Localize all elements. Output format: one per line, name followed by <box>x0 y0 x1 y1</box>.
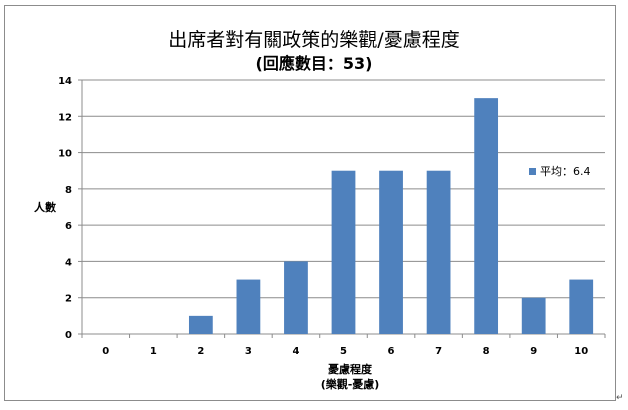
y-tick-label: 6 <box>65 221 72 232</box>
bar <box>474 98 499 335</box>
x-tick-label: 6 <box>388 346 395 357</box>
bar <box>521 297 546 334</box>
bar <box>188 315 213 334</box>
bar <box>379 170 403 334</box>
x-tick-label: 4 <box>292 346 299 357</box>
y-tick-label: 2 <box>65 294 72 305</box>
x-tick-label: 3 <box>245 346 252 357</box>
bar <box>569 279 594 334</box>
chart-frame <box>4 5 616 401</box>
x-tick-label: 9 <box>530 346 537 357</box>
y-axis-label: 人數 <box>34 201 56 214</box>
x-tick-label: 5 <box>340 346 347 357</box>
x-tick-label: 1 <box>150 346 157 357</box>
chart-subtitle: (回應數目：53) <box>255 54 373 73</box>
y-tick-label: 14 <box>58 76 72 87</box>
x-tick-label: 0 <box>102 346 109 357</box>
y-tick-label: 10 <box>58 149 72 160</box>
y-tick-label: 4 <box>65 257 72 268</box>
legend: 平均：6.4 <box>529 163 591 179</box>
bar <box>331 170 356 334</box>
chart-title: 出席者對有關政策的樂觀/憂慮程度 <box>168 29 460 51</box>
y-tick-label: 0 <box>65 330 72 341</box>
x-tick-label: 10 <box>574 346 588 357</box>
bar <box>284 261 308 334</box>
return-mark-icon: ↵ <box>616 393 624 403</box>
x-tick-label: 2 <box>197 346 204 357</box>
x-tick-label: 7 <box>435 346 442 357</box>
bar <box>426 170 451 334</box>
x-axis-label: 憂慮程度 <box>328 363 372 376</box>
x-axis-sublabel: (樂觀-憂慮) <box>320 378 380 391</box>
bar <box>236 279 261 334</box>
y-tick-label: 8 <box>65 185 72 196</box>
y-tick-label: 12 <box>58 112 72 123</box>
legend-swatch <box>529 167 536 175</box>
x-tick-label: 8 <box>483 346 490 357</box>
legend-label: 平均：6.4 <box>540 165 591 178</box>
